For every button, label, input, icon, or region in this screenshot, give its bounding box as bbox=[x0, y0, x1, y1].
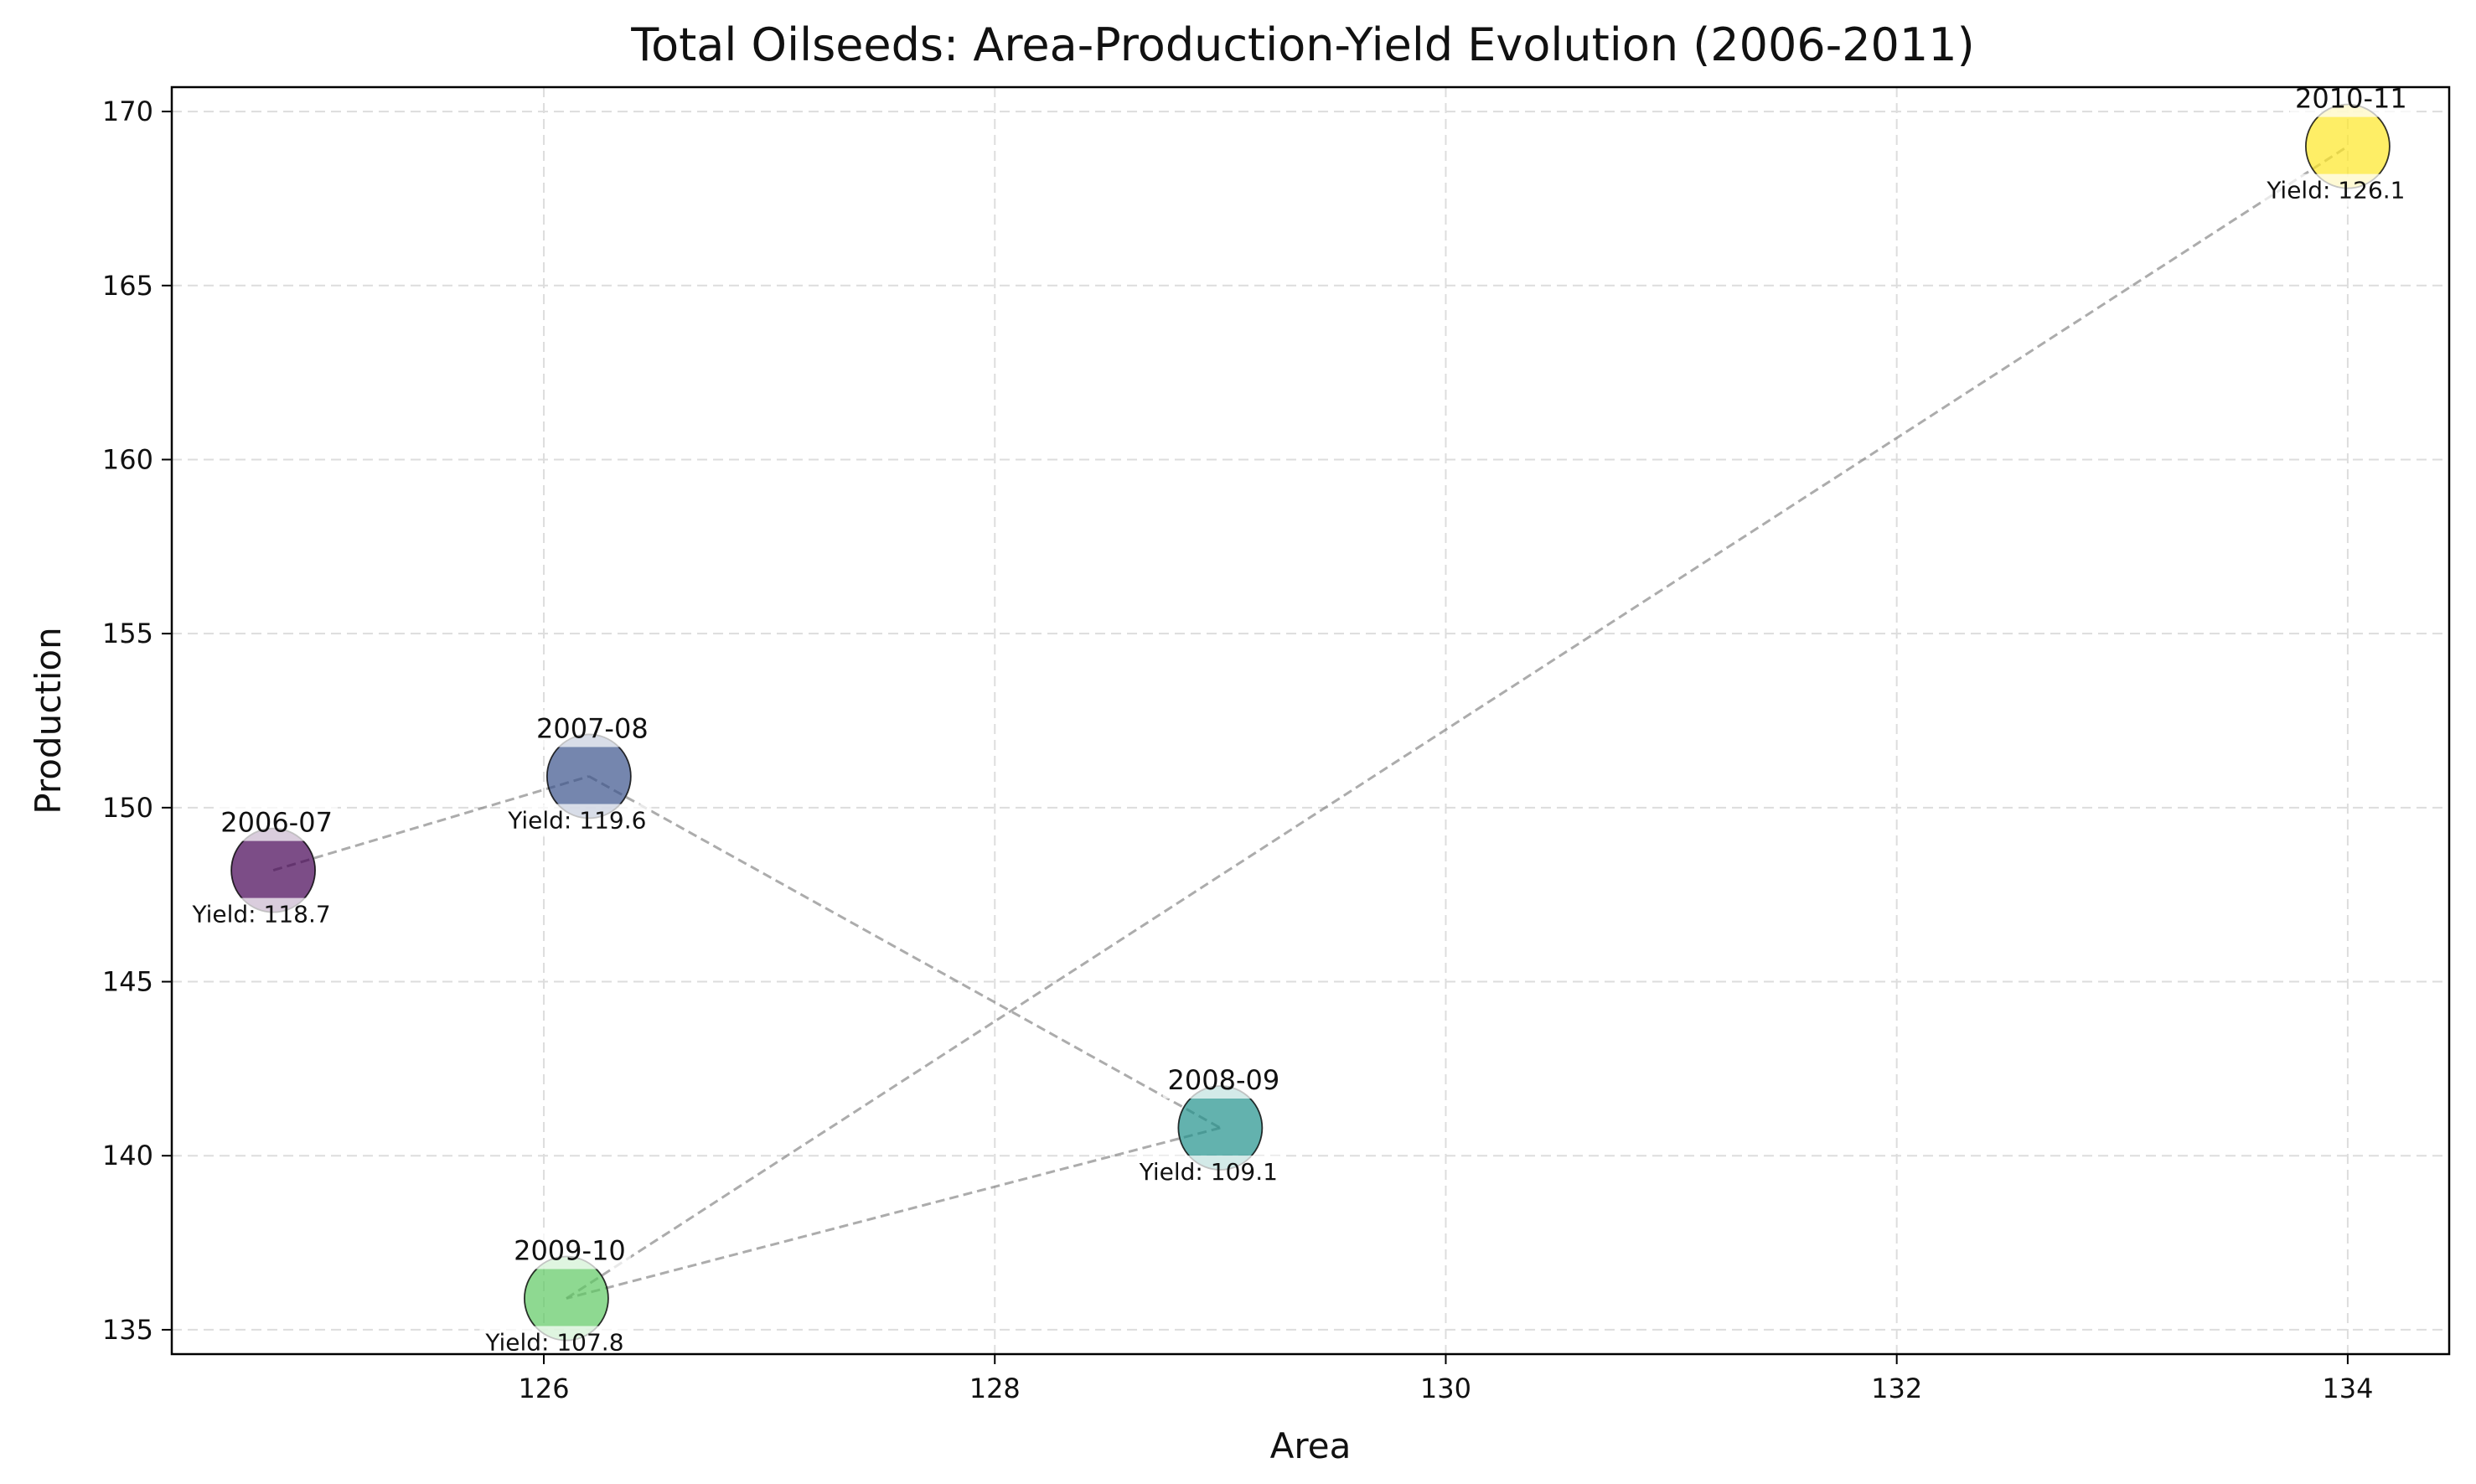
year-label: 2008-09 bbox=[1168, 1064, 1280, 1096]
trajectory-segment bbox=[566, 145, 2349, 1300]
y-tick-label: 160 bbox=[102, 443, 153, 475]
label-background bbox=[186, 897, 336, 931]
plot-area-frame bbox=[170, 85, 2451, 1356]
x-tick-label: 132 bbox=[1871, 1373, 1922, 1404]
trajectory-segment bbox=[588, 775, 1222, 1130]
label-background bbox=[479, 1326, 629, 1359]
trajectory-segment bbox=[272, 775, 590, 872]
axis-ticks: 126 128 130 132 134 135 140 145 150 155 160 165 170 bbox=[102, 96, 2374, 1404]
label-background bbox=[502, 804, 652, 837]
yield-label: Yield: 126.1 bbox=[2266, 177, 2405, 204]
trend-lines bbox=[272, 145, 2349, 1300]
chart-title: Total Oilseeds: Area-Production-Yield Ev… bbox=[630, 18, 1974, 71]
y-axis-label: Production bbox=[28, 627, 69, 814]
x-tick-label: 128 bbox=[969, 1373, 1021, 1404]
yield-label: Yield: 118.7 bbox=[192, 901, 331, 928]
label-background bbox=[530, 710, 654, 747]
yield-label: Yield: 119.6 bbox=[507, 806, 646, 834]
y-tick-label: 170 bbox=[102, 96, 153, 127]
x-tick-label: 130 bbox=[1420, 1373, 1471, 1404]
year-label: 2007-08 bbox=[536, 712, 649, 744]
grid bbox=[172, 87, 2449, 1354]
label-background bbox=[509, 1232, 631, 1269]
label-background bbox=[1162, 1062, 1285, 1099]
label-background bbox=[1133, 1156, 1283, 1188]
y-tick-label: 155 bbox=[102, 618, 153, 649]
label-background bbox=[2290, 80, 2412, 117]
y-tick-label: 145 bbox=[102, 966, 153, 998]
yield-label: Yield: 109.1 bbox=[1139, 1158, 1278, 1186]
year-label: 2006-07 bbox=[220, 807, 333, 839]
x-tick-label: 134 bbox=[2322, 1373, 2373, 1404]
year-label: 2009-10 bbox=[514, 1235, 626, 1267]
y-tick-label: 150 bbox=[102, 792, 153, 824]
y-tick-label: 140 bbox=[102, 1140, 153, 1171]
point-labels: 2006-07 Yield: 118.7 2007-08 Yield: 119.6 20… bbox=[186, 80, 2412, 1359]
y-tick-label: 165 bbox=[102, 270, 153, 302]
yield-label: Yield: 107.8 bbox=[484, 1329, 623, 1357]
x-axis-label: Area bbox=[1270, 1425, 1352, 1466]
x-tick-label: 126 bbox=[518, 1373, 569, 1404]
trajectory-segment bbox=[566, 1126, 1221, 1300]
label-background bbox=[2261, 173, 2411, 207]
y-tick-label: 135 bbox=[102, 1314, 153, 1346]
label-background bbox=[215, 804, 338, 841]
